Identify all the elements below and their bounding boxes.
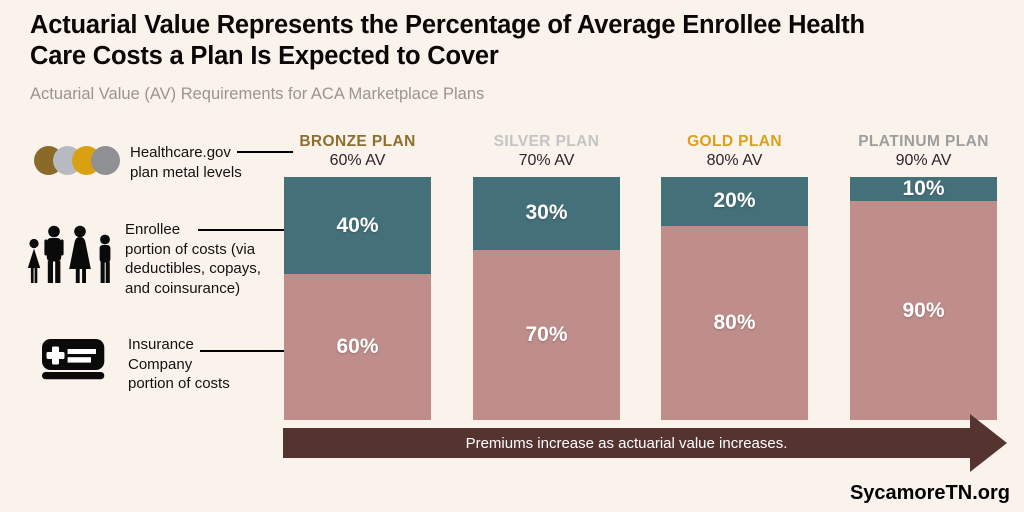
- legend-label-insurance: Insurance Company portion of costs: [128, 336, 230, 392]
- enrollee-segment: 30%: [473, 177, 620, 250]
- plan-av-label: 60% AV: [329, 152, 386, 169]
- insurer-segment: 90%: [850, 201, 997, 420]
- connector-line-insurance: [200, 350, 293, 352]
- platinum-circle-icon: [91, 146, 120, 175]
- plan-title: GOLD PLAN: [687, 133, 782, 150]
- plan-av-label: 70% AV: [518, 152, 575, 169]
- stacked-bar: 40% 60%: [284, 177, 431, 420]
- plan-title: PLATINUM PLAN: [858, 133, 989, 150]
- page-subtitle: Actuarial Value (AV) Requirements for AC…: [30, 85, 485, 103]
- insurance-card-icon: [42, 339, 105, 380]
- connector-line-enrollee: [198, 229, 293, 231]
- insurer-segment: 70%: [473, 249, 620, 420]
- premium-arrow-label: Premiums increase as actuarial value inc…: [465, 434, 788, 452]
- plan-title: SILVER PLAN: [493, 133, 600, 150]
- plan-column-bronze: BRONZE PLAN 60% AV 40% 60%: [284, 133, 431, 420]
- connector-line-metal-levels: [237, 151, 293, 153]
- plan-column-silver: SILVER PLAN 70% AV 30% 70%: [473, 133, 620, 420]
- stacked-bar: 30% 70%: [473, 177, 620, 420]
- premium-arrow-body: Premiums increase as actuarial value inc…: [283, 428, 970, 458]
- plan-av-label: 80% AV: [706, 152, 763, 169]
- enrollee-segment: 40%: [284, 177, 431, 275]
- brand-footer: SycamoreTN.org: [849, 482, 1010, 504]
- insurer-segment: 80%: [661, 225, 808, 420]
- plan-av-label: 90% AV: [895, 152, 952, 169]
- arrow-head-icon: [970, 414, 1007, 472]
- stacked-bar: 20% 80%: [661, 177, 808, 420]
- enrollee-segment: 10%: [850, 177, 997, 202]
- family-icon: [27, 225, 111, 283]
- insurer-segment: 60%: [284, 274, 431, 420]
- legend-label-enrollee: Enrollee portion of costs (via deductibl…: [125, 221, 261, 297]
- plan-column-gold: GOLD PLAN 80% AV 20% 80%: [661, 133, 808, 420]
- premium-arrow: Premiums increase as actuarial value inc…: [283, 414, 1007, 472]
- plan-column-platinum: PLATINUM PLAN 90% AV 10% 90%: [850, 133, 997, 420]
- stacked-bar: 10% 90%: [850, 177, 997, 420]
- page-title: Actuarial Value Represents the Percentag…: [30, 11, 865, 70]
- legend-label-metal-levels: Healthcare.gov plan metal levels: [130, 144, 242, 181]
- metal-circles-icon: [34, 146, 120, 175]
- enrollee-segment: 20%: [661, 177, 808, 226]
- plan-title: BRONZE PLAN: [299, 133, 416, 150]
